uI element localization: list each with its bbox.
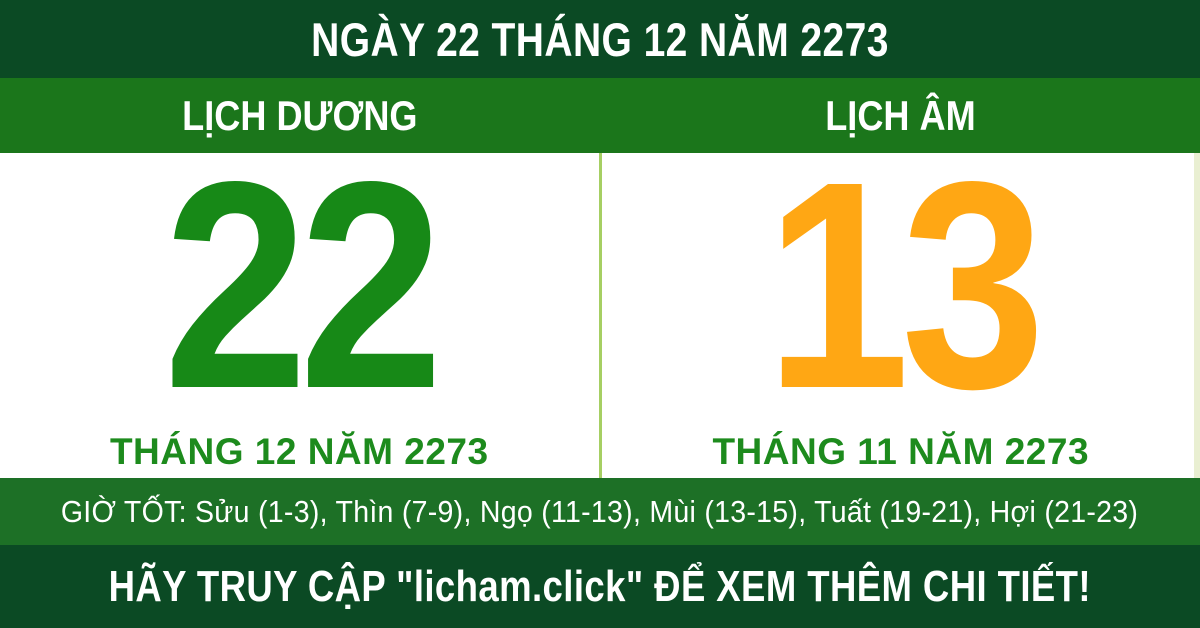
calendar-body: 22 THÁNG 12 NĂM 2273 13 THÁNG 11 NĂM 227…: [0, 120, 1200, 478]
lunar-header: LỊCH ÂM: [600, 78, 1200, 153]
lunar-panel: 13 THÁNG 11 NĂM 2273: [602, 120, 1200, 478]
lunar-month-label: THÁNG 11 NĂM 2273: [712, 430, 1090, 472]
good-hours-bar: GIỜ TỐT: Sửu (1-3), Thìn (7-9), Ngọ (11-…: [0, 478, 1200, 545]
date-banner-title: NGÀY 22 THÁNG 12 NĂM 2273: [311, 12, 889, 66]
good-hours-text: GIỜ TỐT: Sửu (1-3), Thìn (7-9), Ngọ (11-…: [61, 493, 1139, 529]
solar-header: LỊCH DƯƠNG: [0, 78, 600, 153]
solar-day-number: 22: [163, 120, 444, 451]
solar-panel: 22 THÁNG 12 NĂM 2273: [0, 120, 599, 478]
solar-month-label: THÁNG 12 NĂM 2273: [109, 430, 489, 472]
footer-banner: HÃY TRUY CẬP "licham.click" ĐỂ XEM THÊM …: [0, 545, 1200, 628]
lunar-day-number: 13: [765, 120, 1045, 451]
calendar-headers: LỊCH DƯƠNG LỊCH ÂM: [0, 78, 1200, 153]
date-banner: NGÀY 22 THÁNG 12 NĂM 2273: [0, 0, 1200, 78]
panel-divider: [598, 153, 602, 478]
footer-text: HÃY TRUY CẬP "licham.click" ĐỂ XEM THÊM …: [108, 561, 1092, 611]
lunar-header-label: LỊCH ÂM: [824, 91, 976, 139]
solar-header-label: LỊCH DƯƠNG: [182, 91, 418, 139]
